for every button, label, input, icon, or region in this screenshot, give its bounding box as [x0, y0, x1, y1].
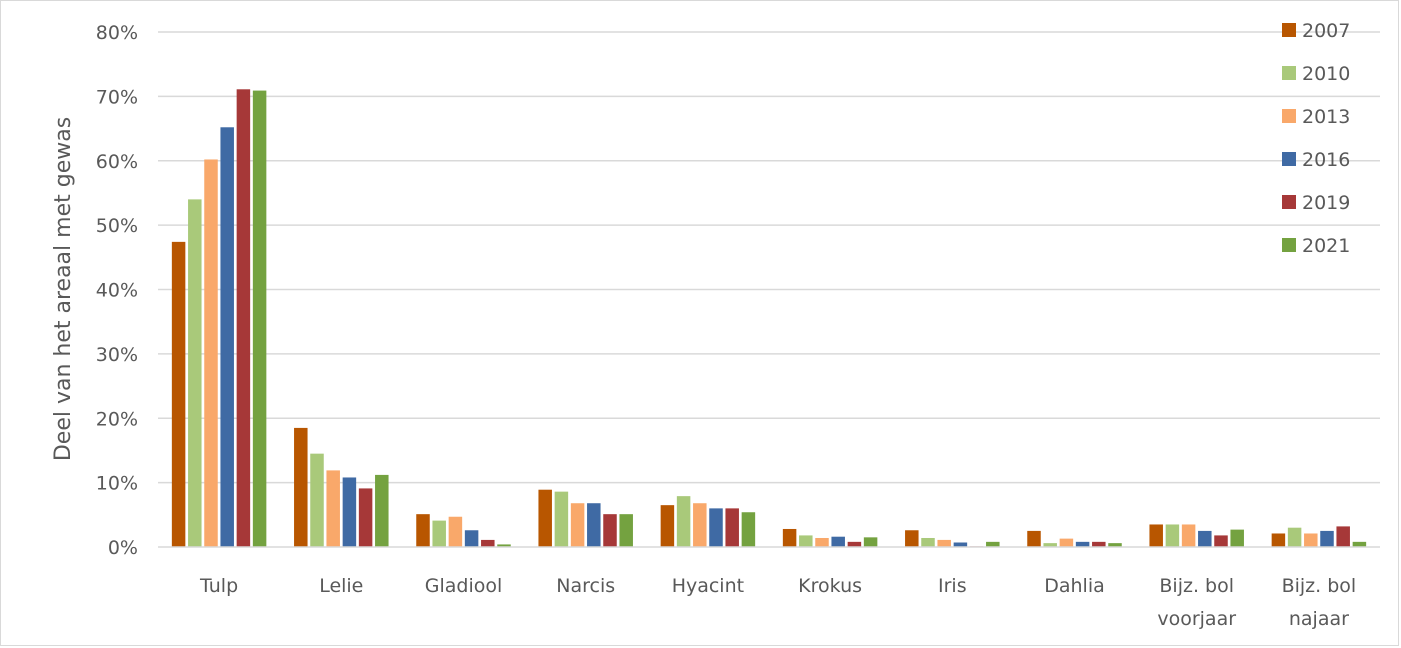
- bar-2013: [326, 470, 340, 547]
- x-category-label: Narcis: [556, 575, 615, 597]
- legend-label: 2007: [1302, 20, 1350, 42]
- bar-2013: [937, 539, 951, 547]
- x-category-label: Lelie: [319, 575, 363, 597]
- y-axis-title: Deel van het areaal met gewas: [51, 117, 76, 461]
- bar-2010: [676, 496, 691, 547]
- bar-2013: [204, 159, 218, 547]
- y-tick-label: 20%: [96, 408, 138, 430]
- x-category-label: Tulp: [199, 575, 238, 597]
- bar-2007: [782, 528, 797, 547]
- bar-2019: [847, 541, 862, 547]
- legend-label: 2016: [1302, 149, 1350, 171]
- bar-2016: [342, 477, 357, 547]
- legend-swatch: [1282, 152, 1296, 166]
- bar-2021: [741, 512, 756, 547]
- bar-2007: [171, 241, 186, 548]
- x-category-label: Gladiool: [425, 575, 503, 597]
- bar-2013: [1059, 538, 1074, 547]
- bar-2016: [1198, 530, 1212, 547]
- bar-2019: [358, 488, 373, 547]
- bar-2010: [188, 199, 202, 547]
- x-category-label: Iris: [938, 575, 967, 597]
- bar-2016: [831, 536, 845, 547]
- y-tick-label: 60%: [96, 151, 138, 173]
- bar-2016: [587, 503, 601, 547]
- bar-2010: [310, 453, 324, 547]
- bar-2010: [1287, 527, 1302, 547]
- legend-swatch: [1282, 195, 1296, 209]
- bar-2010: [799, 535, 813, 547]
- bar-2010: [1165, 524, 1180, 547]
- bar-2007: [1149, 524, 1163, 547]
- x-category-label: Dahlia: [1044, 575, 1105, 597]
- bar-2021: [497, 544, 511, 547]
- legend-label: 2013: [1302, 106, 1350, 128]
- bar-2021: [986, 541, 1000, 547]
- y-tick-label: 50%: [96, 215, 138, 237]
- legend-label: 2021: [1302, 235, 1350, 257]
- bar-2007: [1271, 533, 1286, 547]
- bar-2021: [619, 514, 633, 547]
- bar-2010: [432, 520, 446, 547]
- bar-2013: [1181, 524, 1196, 547]
- bars: [171, 89, 1367, 548]
- bar-2007: [416, 514, 430, 547]
- bar-2007: [660, 505, 675, 547]
- bar-2013: [693, 503, 707, 547]
- bar-2007: [294, 427, 308, 547]
- bar-2013: [570, 503, 585, 547]
- bar-2019: [481, 539, 495, 547]
- bar-2016: [464, 530, 479, 547]
- legend-label: 2010: [1302, 63, 1350, 85]
- bar-2019: [1336, 526, 1350, 547]
- legend-swatch: [1282, 66, 1296, 80]
- y-tick-label: 0%: [108, 537, 138, 559]
- y-tick-label: 40%: [96, 280, 138, 302]
- bar-2019: [1214, 535, 1228, 547]
- legend-label: 2019: [1302, 192, 1350, 214]
- bar-2007: [538, 489, 552, 547]
- y-tick-label: 30%: [96, 344, 138, 366]
- x-category-label: Krokus: [798, 575, 862, 597]
- bar-2016: [220, 127, 234, 548]
- bar-2016: [953, 542, 968, 547]
- y-tick-label: 70%: [96, 86, 138, 108]
- legend-swatch: [1282, 109, 1296, 123]
- bar-2019: [1092, 541, 1106, 547]
- legend-swatch: [1282, 23, 1296, 37]
- bar-2021: [1352, 541, 1367, 547]
- x-category-label: Bijz. bol: [1282, 575, 1357, 597]
- bar-2010: [554, 491, 569, 547]
- bar-2007: [905, 530, 919, 547]
- bar-2021: [375, 474, 389, 547]
- bar-2013: [448, 516, 463, 547]
- bar-2019: [725, 508, 739, 547]
- x-category-label: najaar: [1289, 608, 1349, 630]
- bar-2013: [1304, 533, 1318, 547]
- bar-2010: [1043, 543, 1057, 547]
- bar-2021: [1108, 543, 1122, 547]
- bar-2021: [252, 90, 267, 548]
- bar-2016: [1320, 530, 1334, 547]
- bar-2019: [236, 89, 251, 547]
- bar-2019: [603, 514, 617, 547]
- x-category-label: Bijz. bol: [1159, 575, 1234, 597]
- x-category-label: Hyacint: [672, 575, 744, 597]
- legend-swatch: [1282, 238, 1296, 252]
- x-category-label: voorjaar: [1157, 608, 1236, 630]
- grid-lines: [158, 31, 1380, 484]
- bar-2021: [1230, 529, 1244, 547]
- bar-2010: [921, 537, 935, 547]
- bar-2013: [815, 537, 829, 547]
- bar-2016: [1075, 541, 1090, 547]
- legend: 2007 2010 2013 2016 2019 2021: [1282, 20, 1350, 257]
- y-tick-label: 10%: [96, 473, 138, 495]
- y-tick-label: 80%: [96, 22, 138, 44]
- bar-2016: [709, 508, 723, 547]
- bar-2021: [863, 537, 878, 547]
- bar-2007: [1027, 530, 1041, 547]
- axes: 0% 10% 20% 30% 40% 50% 60% 70% 80% Tulp Lelie Gladi…: [96, 22, 1380, 630]
